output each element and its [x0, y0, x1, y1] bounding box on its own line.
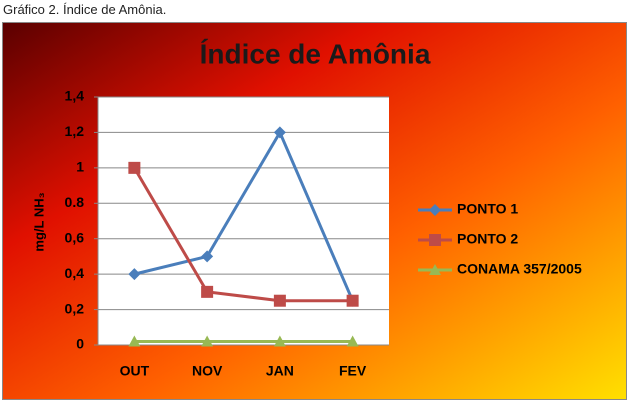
legend-marker: [429, 234, 441, 246]
legend-marker: [429, 204, 441, 216]
marker: [201, 335, 214, 347]
y-tick-label: 1: [76, 159, 84, 175]
marker: [128, 161, 141, 174]
legend-marker: [429, 264, 441, 275]
x-tick-label: JAN: [266, 363, 294, 379]
x-tick-label: FEV: [339, 363, 367, 379]
x-tick-label: NOV: [192, 363, 223, 379]
y-tick-label: 0: [76, 336, 84, 352]
marker: [201, 285, 214, 298]
legend-label: CONAMA 357/2005: [457, 261, 582, 277]
marker: [346, 335, 359, 347]
y-tick-label: 1,4: [65, 88, 85, 104]
marker: [128, 268, 141, 281]
y-tick-label: 0,4: [65, 265, 85, 281]
y-axis-label: mg/L NH₃: [31, 192, 46, 251]
line: [134, 129, 355, 302]
marker: [201, 250, 214, 263]
marker: [346, 294, 359, 307]
x-tick-label: OUT: [120, 363, 150, 379]
y-tick-label: 1,2: [65, 123, 85, 139]
legend-label: PONTO 1: [457, 201, 518, 217]
y-tick-label: 0,2: [65, 300, 85, 316]
marker: [273, 126, 286, 139]
legend-label: PONTO 2: [457, 231, 518, 247]
marker: [128, 335, 141, 347]
y-tick-label: 0,6: [65, 229, 85, 245]
marker: [273, 294, 286, 307]
plot-area: [98, 97, 389, 345]
caption: Gráfico 2. Índice de Amônia.: [3, 2, 167, 17]
y-tick-label: 0.8: [65, 194, 85, 210]
line: [133, 167, 353, 303]
marker: [273, 335, 286, 347]
chart-title: Índice de Amônia: [200, 38, 431, 69]
